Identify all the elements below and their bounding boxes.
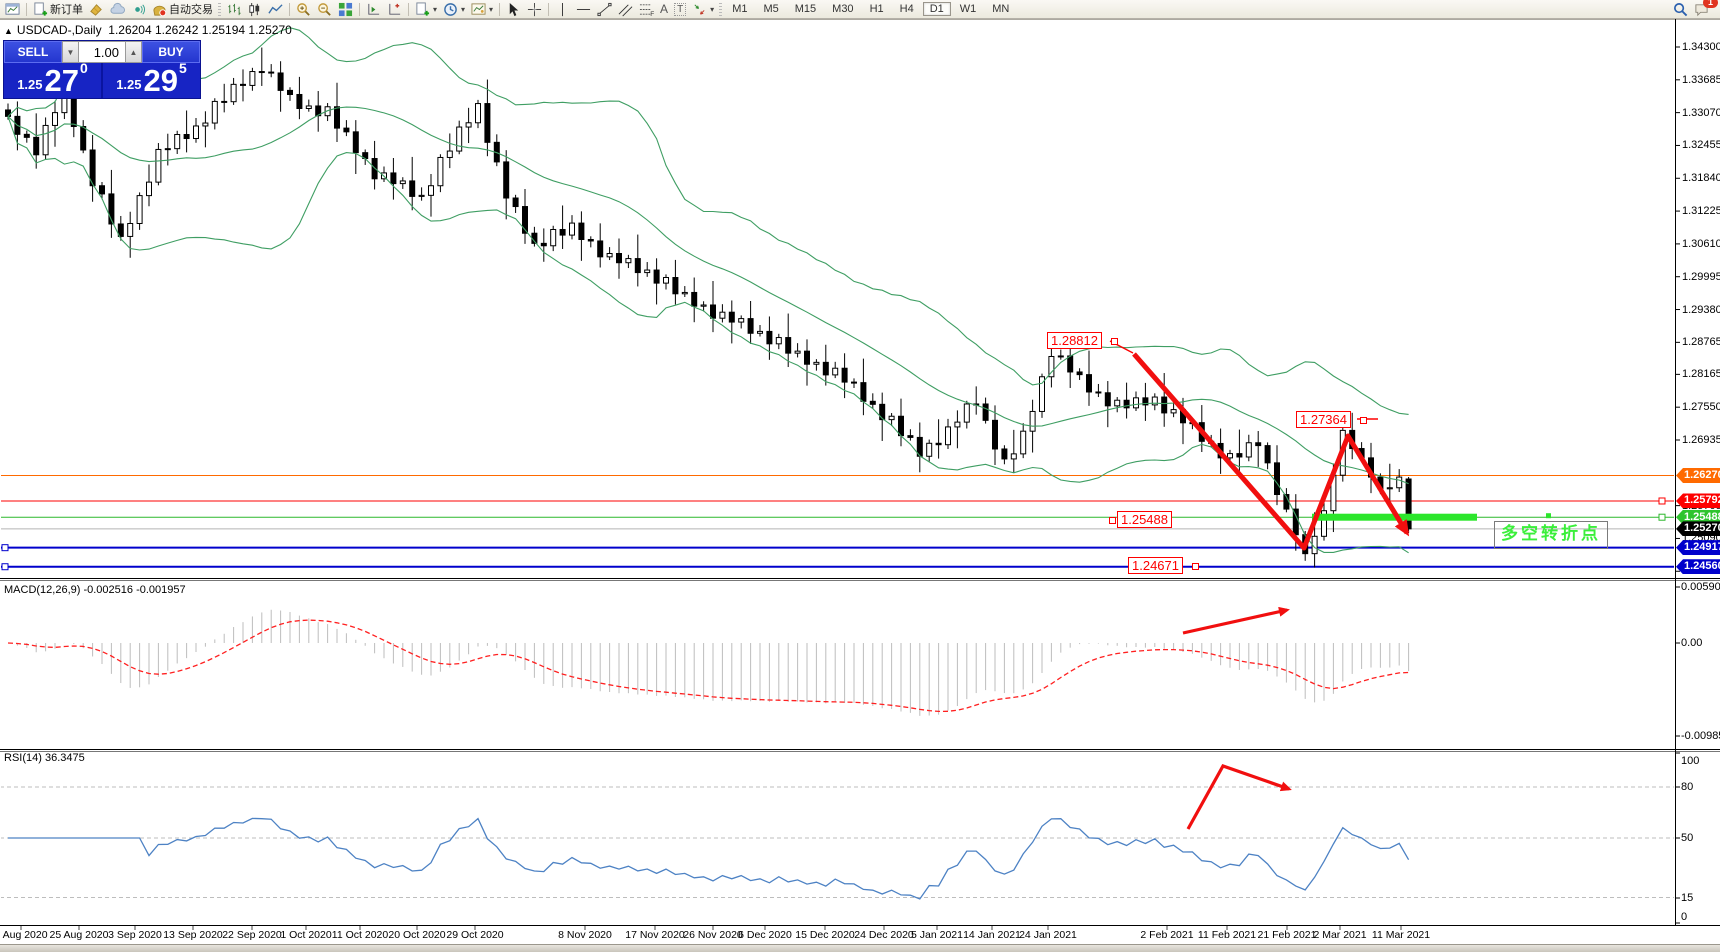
timeframe-button-h1[interactable]: H1: [869, 2, 884, 15]
divider: [289, 2, 290, 16]
search-icon[interactable]: [1670, 1, 1691, 18]
sound-icon[interactable]: [128, 1, 149, 18]
buy-price[interactable]: 1.25 29 5: [103, 60, 200, 98]
channel-tool-icon[interactable]: [615, 1, 636, 18]
sell-price-small: 1.25: [17, 77, 43, 92]
rsi-line: [8, 817, 1410, 900]
divider: [548, 2, 550, 16]
volume-input[interactable]: 1.00: [79, 41, 125, 63]
trend-arrow-rsi[interactable]: [1186, 764, 1292, 830]
timeframe-button-w1[interactable]: W1: [959, 2, 977, 15]
notification-badge: 1: [1703, 0, 1718, 8]
zoom-out-icon[interactable]: [314, 1, 335, 18]
candlestick-series: [5, 47, 1412, 568]
symbol-period-label: USDCAD-,Daily: [16, 23, 102, 37]
buy-price-small: 1.25: [116, 77, 142, 92]
ohlc-values: 1.26204 1.26242 1.25194 1.25270: [108, 23, 292, 37]
arrows-tool-icon[interactable]: ▾: [689, 1, 717, 18]
timeframe-button-m15[interactable]: M15: [794, 2, 817, 15]
fibonacci-tool-icon[interactable]: F: [636, 1, 657, 18]
trend-arrow-price[interactable]: [1132, 352, 1410, 551]
rsi-label: RSI(14) 36.3475: [4, 752, 85, 764]
template-button[interactable]: ▾: [468, 1, 496, 18]
macd-label: MACD(12,26,9) -0.002516 -0.001957: [4, 584, 186, 596]
new-order-button[interactable]: 新订单: [30, 1, 86, 18]
timeframe-group: M1 M5 M15 M30 H1 H4 D1 W1 MN: [724, 1, 1017, 17]
line-handle[interactable]: [1658, 513, 1666, 521]
timeframe-button-m5[interactable]: M5: [763, 2, 779, 15]
zoom-in-icon[interactable]: [293, 1, 314, 18]
bar-chart-type-icon[interactable]: [223, 1, 244, 18]
timeframe-button-h4[interactable]: H4: [899, 2, 914, 15]
divider: [499, 2, 501, 16]
horizontal-line-tool-icon[interactable]: [573, 1, 594, 18]
rsi-pane: [1, 764, 1674, 900]
period-selector-button[interactable]: ▾: [440, 1, 468, 18]
chart-shift-icon[interactable]: [384, 1, 405, 18]
sell-button[interactable]: SELL: [4, 41, 62, 63]
toolbar-grip: [218, 2, 221, 16]
chart-title: ▲ USDCAD-,Daily 1.26204 1.26242 1.25194 1…: [4, 23, 292, 37]
dropdown-caret: ▾: [489, 4, 494, 14]
sell-price-sup: 0: [80, 60, 88, 76]
axes: [0, 19, 1720, 945]
auto-trading-label: 自动交易: [169, 4, 213, 16]
add-indicator-button[interactable]: ▾: [412, 1, 440, 18]
collapse-panel-icon[interactable]: ▲: [4, 26, 13, 36]
toolbar: 新订单 自动交易: [0, 0, 1720, 19]
buy-price-sup: 5: [179, 60, 187, 76]
macd-signal-line: [7, 619, 1409, 713]
dropdown-caret: ▾: [461, 4, 466, 14]
divider: [26, 2, 27, 16]
toolbar-grip: [719, 2, 723, 16]
sell-price[interactable]: 1.25 27 0: [4, 60, 103, 98]
bollinger-lower-band: [7, 116, 1409, 554]
buy-price-big: 29: [143, 63, 178, 98]
dropdown-caret: ▾: [433, 4, 438, 14]
text-tool-icon[interactable]: A: [660, 2, 669, 16]
vertical-line-tool-icon[interactable]: [552, 1, 573, 18]
bollinger-upper-band: [7, 27, 1409, 415]
divider: [359, 2, 360, 16]
volume-decrease-button[interactable]: ▼: [62, 41, 79, 63]
new-chart-icon[interactable]: [2, 1, 23, 18]
trendline-tool-icon[interactable]: [594, 1, 615, 18]
timeframe-button-d1[interactable]: D1: [922, 1, 951, 16]
line-chart-type-icon[interactable]: [265, 1, 286, 18]
line-handle[interactable]: [1, 563, 9, 571]
price-pane: [1, 27, 1674, 571]
divider: [408, 2, 409, 16]
crosshair-tool-icon[interactable]: [524, 1, 545, 18]
line-handle[interactable]: [1658, 497, 1666, 505]
timeframe-button-mn[interactable]: MN: [992, 2, 1010, 15]
sell-price-big: 27: [44, 63, 79, 98]
line-handle[interactable]: [1, 544, 9, 552]
buy-button[interactable]: BUY: [142, 41, 200, 63]
svg-text:F: F: [650, 11, 654, 17]
new-order-label: 新订单: [50, 4, 83, 16]
volume-increase-button[interactable]: ▲: [125, 41, 142, 63]
dropdown-caret: ▾: [710, 4, 715, 14]
timeframe-button-m30[interactable]: M30: [832, 2, 854, 15]
note-anchor: [1546, 513, 1551, 519]
auto-scroll-icon[interactable]: [363, 1, 384, 18]
status-bar: [0, 944, 1720, 952]
notifications-button[interactable]: 1: [1691, 0, 1718, 18]
auto-trading-button[interactable]: 自动交易: [149, 1, 216, 18]
macd-pane: [7, 606, 1410, 716]
one-click-trading-panel: SELL ▼ 1.00 ▲ BUY 1.25 27 0 1.25 29 5: [3, 40, 201, 99]
eraser-icon[interactable]: [86, 1, 107, 18]
publish-cloud-icon[interactable]: [107, 1, 128, 18]
cursor-tool-icon[interactable]: [503, 1, 524, 18]
candlestick-type-icon[interactable]: [244, 1, 265, 18]
tile-windows-icon[interactable]: [335, 1, 356, 18]
trend-arrow-macd[interactable]: [1182, 606, 1290, 635]
text-label-tool-icon[interactable]: T: [671, 1, 689, 18]
timeframe-button-m1[interactable]: M1: [732, 2, 748, 15]
